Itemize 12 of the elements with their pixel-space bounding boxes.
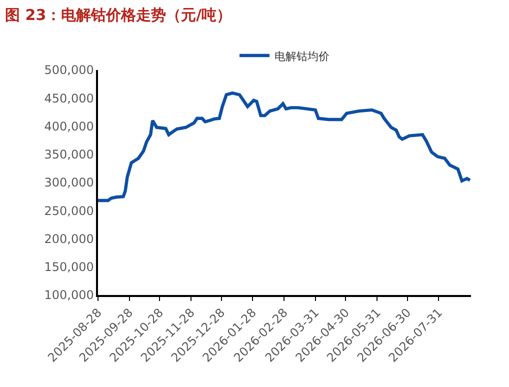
y-tick-label: 100,000 [44, 288, 94, 302]
y-tick-label: 250,000 [44, 204, 94, 218]
y-tick-label: 450,000 [44, 91, 94, 106]
y-tick-label: 300,000 [44, 176, 94, 190]
chart-title: 图 23：电解钴价格走势（元/吨） [5, 6, 232, 24]
legend-label: 电解钴均价 [274, 50, 330, 63]
line-series [98, 91, 471, 202]
y-tick-label: 500,000 [44, 63, 94, 78]
y-tick-label: 150,000 [44, 260, 94, 274]
y-tick-label: 200,000 [44, 232, 94, 246]
y-tick-label: 350,000 [44, 148, 94, 162]
y-tick-label: 400,000 [44, 119, 94, 134]
